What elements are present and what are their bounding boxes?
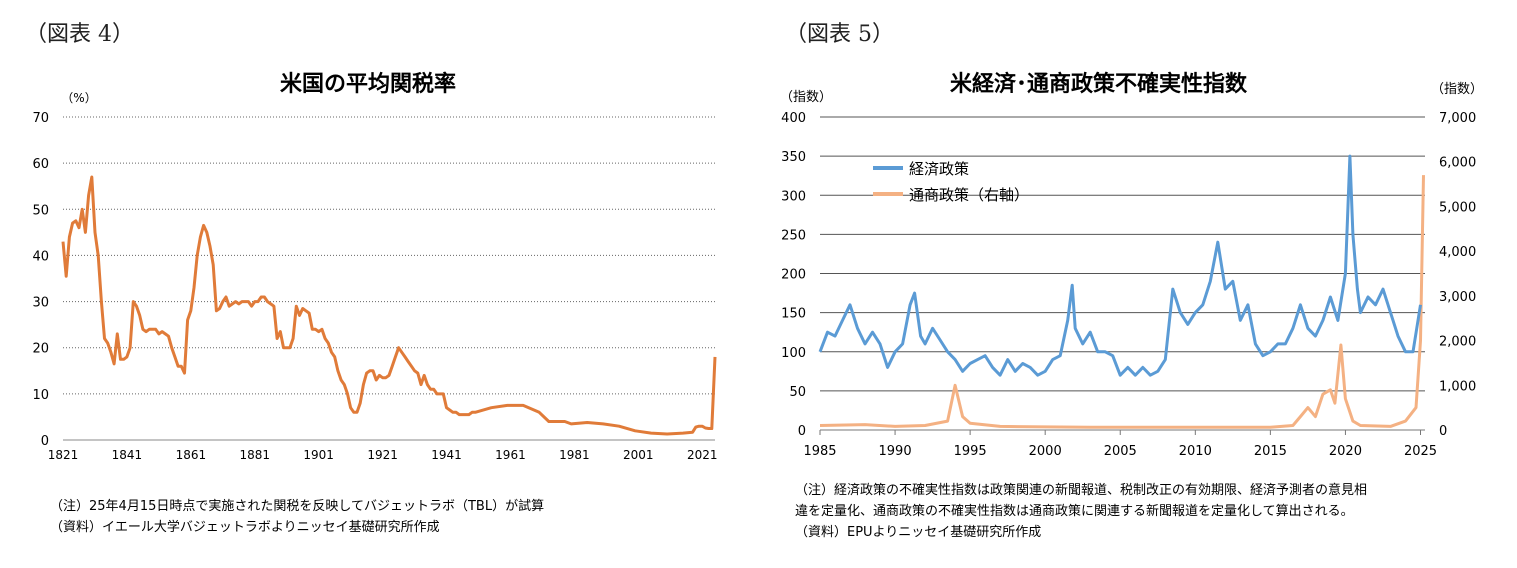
y-axis-unit: （%） (61, 91, 96, 105)
y-left-axis-unit: （指数） (780, 90, 832, 105)
x-tick-label: 1821 (48, 448, 79, 462)
y-left-tick-label: 200 (781, 268, 806, 283)
y-tick-label: 60 (32, 157, 49, 172)
chart-title: 米経済･通商政策不確実性指数 (950, 72, 1248, 97)
y-right-tick-label: 0 (1439, 424, 1447, 439)
y-left-tick-label: 50 (789, 385, 806, 400)
x-tick-label: 1901 (303, 448, 334, 462)
x-tick-label: 2015 (1254, 444, 1287, 459)
y-right-tick-label: 6,000 (1439, 156, 1476, 171)
chart-title: 米国の平均関税率 (280, 72, 457, 97)
y-left-tick-label: 0 (798, 424, 806, 439)
y-left-tick-label: 150 (781, 307, 806, 322)
x-tick-label: 1861 (176, 448, 207, 462)
y-left-tick-label: 350 (781, 150, 806, 165)
y-left-tick-label: 400 (781, 111, 806, 126)
y-tick-label: 30 (32, 296, 49, 311)
x-tick-label: 2010 (1179, 444, 1212, 459)
note-line: （注）経済政策の不確実性指数は政策関連の新聞報道、税制改正の有効期限、経済予測者… (795, 483, 1368, 498)
y-right-tick-label: 3,000 (1439, 290, 1476, 305)
note-line: 違を定量化、通商政策の不確実性指数は通商政策に関連する新聞報道を定量化して算出さ… (795, 504, 1354, 519)
x-tick-label: 1990 (879, 444, 912, 459)
y-tick-label: 10 (32, 388, 49, 403)
legend-label: 通商政策（右軸） (909, 186, 1029, 204)
trade-policy-line (819, 175, 1425, 429)
y-right-tick-label: 5,000 (1439, 200, 1476, 215)
chart-notes: （注）25年4月15日時点で実施された関税を反映してバジェットラボ（TBL）が試… (50, 496, 544, 538)
y-left-tick-label: 300 (781, 189, 806, 204)
uncertainty-index-chart: 0 50 100 150 200 250 300 350 400 0 1,000 2,000 3,000… (780, 82, 1483, 459)
x-tick-label: 2000 (1029, 444, 1062, 459)
x-tick-label: 1995 (954, 444, 987, 459)
x-tick-label: 1921 (367, 448, 398, 462)
y-left-tick-label: 250 (781, 228, 806, 243)
y-right-tick-label: 4,000 (1439, 245, 1476, 260)
x-tick-label: 1941 (431, 448, 462, 462)
tariff-rate-line (61, 175, 717, 436)
y-left-tick-label: 100 (781, 346, 806, 361)
figure-label: （図表 5） (785, 22, 894, 47)
y-tick-label: 0 (41, 434, 49, 449)
x-tick-label: 1841 (112, 448, 143, 462)
y-tick-label: 50 (32, 203, 49, 218)
tariff-rate-chart: 0 10 20 30 40 50 60 70 1821 1841 1861 1881 1901 1921 1… (32, 91, 718, 462)
y-tick-label: 20 (32, 342, 49, 357)
legend-label: 経済政策 (909, 160, 969, 178)
left-figure: （図表 4） 米国の平均関税率 0 10 20 30 40 50 60 70 1821 1841 1… (0, 0, 740, 568)
x-tick-label: 2020 (1329, 444, 1362, 459)
chart-notes: （注）経済政策の不確実性指数は政策関連の新聞報道、税制改正の有効期限、経済予測者… (795, 480, 1367, 543)
figure-label: （図表 4） (25, 22, 134, 47)
right-figure: （図表 5） 米経済･通商政策不確実性指数 0 50 100 150 200 250 300… (760, 0, 1517, 568)
x-tick-label: 2021 (687, 448, 718, 462)
source-line: （資料）EPUよりニッセイ基礎研究所作成 (795, 525, 1042, 540)
x-tick-label: 2005 (1104, 444, 1137, 459)
y-tick-label: 40 (32, 249, 49, 264)
x-tick-label: 1961 (495, 448, 526, 462)
y-tick-label: 70 (32, 111, 49, 126)
x-tick-label: 2001 (623, 448, 654, 462)
x-tick-label: 1985 (803, 444, 836, 459)
x-tick-label: 1981 (559, 448, 590, 462)
y-right-tick-label: 2,000 (1439, 335, 1476, 350)
y-right-axis-unit: （指数） (1431, 82, 1483, 97)
x-tick-label: 2025 (1404, 444, 1437, 459)
note-line: （注）25年4月15日時点で実施された関税を反映してバジェットラボ（TBL）が試… (50, 499, 545, 514)
y-right-tick-label: 1,000 (1439, 379, 1476, 394)
x-tick-label: 1881 (239, 448, 270, 462)
source-line: （資料）イエール大学バジェットラボよりニッセイ基礎研究所作成 (50, 520, 440, 535)
y-right-tick-label: 7,000 (1439, 111, 1476, 126)
economic-policy-line (818, 154, 1422, 377)
